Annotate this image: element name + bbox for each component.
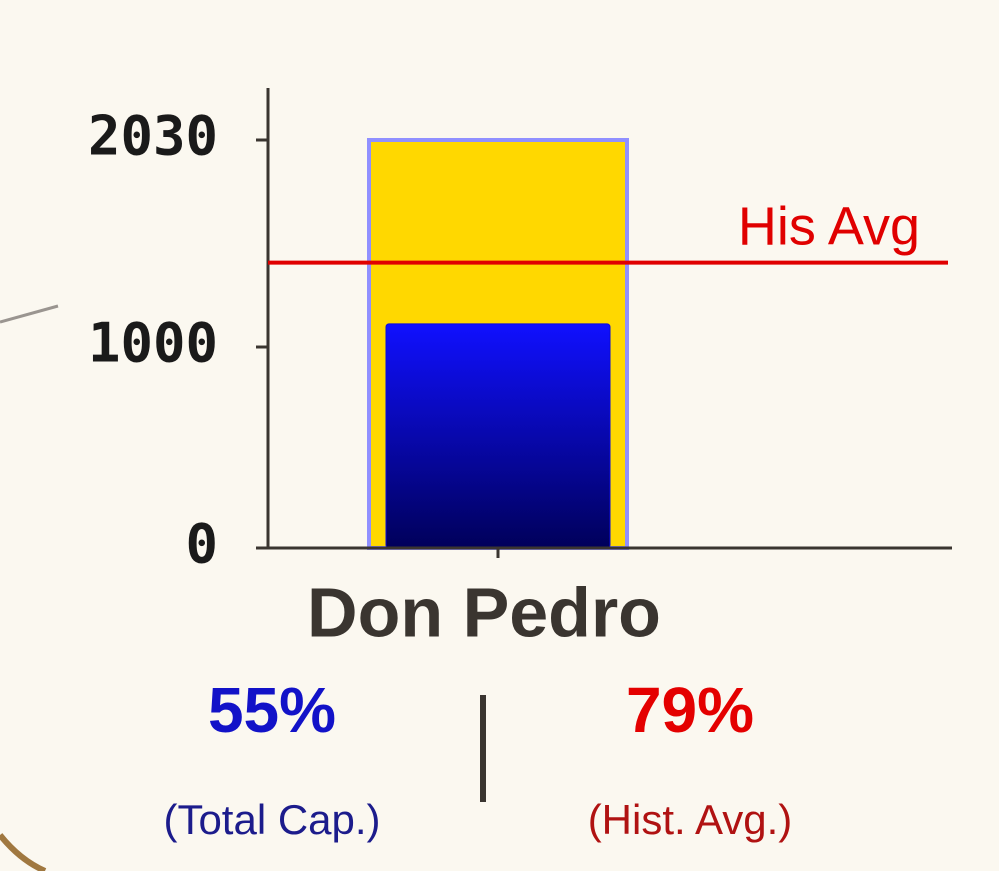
decoration: [0, 304, 59, 324]
y-tick-label: 2030: [88, 105, 218, 168]
stat-caption: (Total Cap.): [163, 796, 380, 843]
reference-label: His Avg: [738, 197, 920, 257]
stat-value: 79%: [626, 674, 754, 746]
decoration: [0, 833, 47, 871]
stat-caption: (Hist. Avg.): [588, 796, 793, 843]
x-tick-label: Don Pedro: [307, 573, 661, 651]
stat-value: 55%: [208, 674, 336, 746]
bar: [385, 323, 611, 549]
y-tick-label: 0: [185, 513, 218, 576]
y-tick-label: 1000: [88, 312, 218, 375]
plot-area: 0 1000 2030 Don Pedro His Avg: [88, 88, 952, 651]
